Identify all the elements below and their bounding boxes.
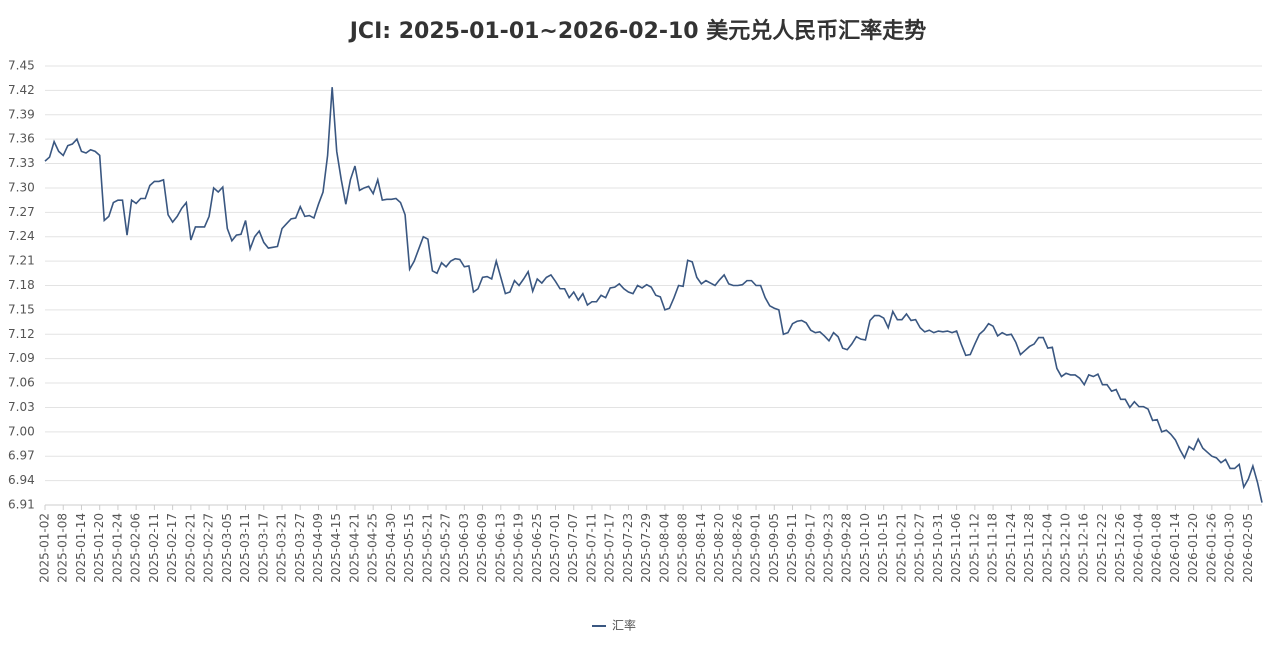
- y-tick-label: 7.33: [8, 156, 35, 170]
- y-tick-label: 7.45: [8, 59, 35, 73]
- x-tick-label: 2025-09-11: [785, 513, 799, 583]
- x-tick-label: 2025-06-09: [475, 513, 489, 583]
- y-tick-label: 7.21: [8, 254, 35, 268]
- y-tick-label: 7.36: [8, 132, 35, 146]
- y-tick-label: 7.39: [8, 107, 35, 121]
- x-tick-label: 2025-08-08: [676, 513, 690, 583]
- line: [44, 87, 1263, 503]
- y-tick-label: 7.42: [8, 83, 35, 97]
- x-tick-label: 2025-07-17: [603, 513, 617, 583]
- x-tick-label: 2025-04-30: [384, 513, 398, 583]
- x-tick-label: 2025-08-14: [694, 513, 708, 583]
- x-tick-label: 2025-03-27: [293, 513, 307, 583]
- x-tick-label: 2025-10-21: [894, 513, 908, 583]
- x-tick-label: 2025-05-15: [402, 513, 416, 583]
- x-tick-label: 2025-04-21: [347, 513, 361, 583]
- x-tick-label: 2026-01-14: [1168, 513, 1182, 583]
- y-tick-label: 7.15: [8, 302, 35, 316]
- x-tick-label: 2025-05-21: [420, 513, 434, 583]
- x-tick-label: 2025-10-15: [876, 513, 890, 583]
- x-tick-label: 2025-03-21: [275, 513, 289, 583]
- x-tick-label: 2025-07-01: [548, 513, 562, 583]
- y-tick-label: 7.12: [8, 327, 35, 341]
- x-tick-label: 2025-08-26: [730, 513, 744, 583]
- x-tick-label: 2025-12-10: [1059, 513, 1073, 583]
- x-tick-label: 2025-09-28: [840, 513, 854, 583]
- x-tick-label: 2026-01-08: [1150, 513, 1164, 583]
- x-tick-label: 2025-03-17: [256, 513, 270, 583]
- x-tick-label: 2025-09-17: [803, 513, 817, 583]
- x-tick-label: 2025-07-07: [566, 513, 580, 583]
- y-tick-label: 7.06: [8, 376, 35, 390]
- x-tick-label: 2025-12-22: [1095, 513, 1109, 583]
- x-tick-label: 2025-01-02: [38, 513, 52, 583]
- x-tick-label: 2025-06-03: [457, 513, 471, 583]
- x-tick-label: 2025-02-21: [183, 513, 197, 583]
- x-tick-label: 2025-02-11: [147, 513, 161, 583]
- x-tick-label: 2025-12-16: [1077, 513, 1091, 583]
- x-tick-label: 2025-07-29: [639, 513, 653, 583]
- x-tick-label: 2025-02-06: [129, 513, 143, 583]
- x-tick-label: 2025-02-17: [165, 513, 179, 583]
- x-tick-label: 2025-11-18: [986, 513, 1000, 583]
- y-tick-label: 6.94: [8, 473, 35, 487]
- x-tick-label: 2025-07-11: [584, 513, 598, 583]
- x-tick-label: 2025-02-27: [202, 513, 216, 583]
- chart-title: JCI: 2025-01-01~2026-02-10 美元兑人民币汇率走势: [348, 18, 927, 44]
- x-tick-label: 2026-02-05: [1241, 513, 1255, 583]
- x-tick-label: 2025-12-04: [1040, 513, 1054, 583]
- x-tick-label: 2025-01-24: [110, 513, 124, 583]
- y-tick-label: 6.97: [8, 449, 35, 463]
- y-tick-label: 7.24: [8, 229, 35, 243]
- x-tick-label: 2025-01-08: [56, 513, 70, 583]
- x-tick-label: 2025-10-27: [913, 513, 927, 583]
- x-tick-label: 2025-09-23: [821, 513, 835, 583]
- x-tick-label: 2026-01-04: [1131, 513, 1145, 583]
- x-tick-label: 2025-03-05: [220, 513, 234, 583]
- x-tick-label: 2025-10-10: [858, 513, 872, 583]
- x-tick-label: 2025-01-20: [92, 513, 106, 583]
- y-tick-label: 7.27: [8, 205, 35, 219]
- x-tick-label: 2025-08-04: [657, 513, 671, 583]
- x-tick-label: 2025-06-25: [530, 513, 544, 583]
- x-tick-label: 2025-07-23: [621, 513, 635, 583]
- x-tick-label: 2025-01-14: [74, 513, 88, 583]
- x-tick-label: 2025-12-26: [1113, 513, 1127, 583]
- y-tick-label: 7.03: [8, 400, 35, 414]
- x-tick-label: 2026-01-20: [1186, 513, 1200, 583]
- x-tick-label: 2025-09-01: [749, 513, 763, 583]
- x-tick-label: 2025-09-05: [767, 513, 781, 583]
- x-tick-label: 2025-11-06: [949, 513, 963, 583]
- legend-label: 汇率: [612, 618, 636, 633]
- x-tick-label: 2025-06-19: [512, 513, 526, 583]
- y-tick-label: 7.30: [8, 180, 35, 194]
- y-tick-label: 7.00: [8, 424, 35, 438]
- x-tick-label: 2025-11-28: [1022, 513, 1036, 583]
- x-tick-label: 2025-11-12: [967, 513, 981, 583]
- x-tick-label: 2025-08-20: [712, 513, 726, 583]
- y-tick-label: 6.91: [8, 498, 35, 512]
- x-tick-label: 2025-04-15: [329, 513, 343, 583]
- y-tick-label: 7.09: [8, 351, 35, 365]
- x-tick-label: 2025-04-25: [366, 513, 380, 583]
- x-tick-label: 2025-06-13: [493, 513, 507, 583]
- y-tick-label: 7.18: [8, 278, 35, 292]
- x-tick-label: 2025-03-11: [238, 513, 252, 583]
- x-tick-label: 2026-01-30: [1223, 513, 1237, 583]
- x-tick-label: 2025-10-31: [931, 513, 945, 583]
- x-tick-label: 2025-05-27: [439, 513, 453, 583]
- x-tick-label: 2025-04-09: [311, 513, 325, 583]
- x-tick-label: 2025-11-24: [1004, 513, 1018, 583]
- x-tick-label: 2026-01-26: [1204, 513, 1218, 583]
